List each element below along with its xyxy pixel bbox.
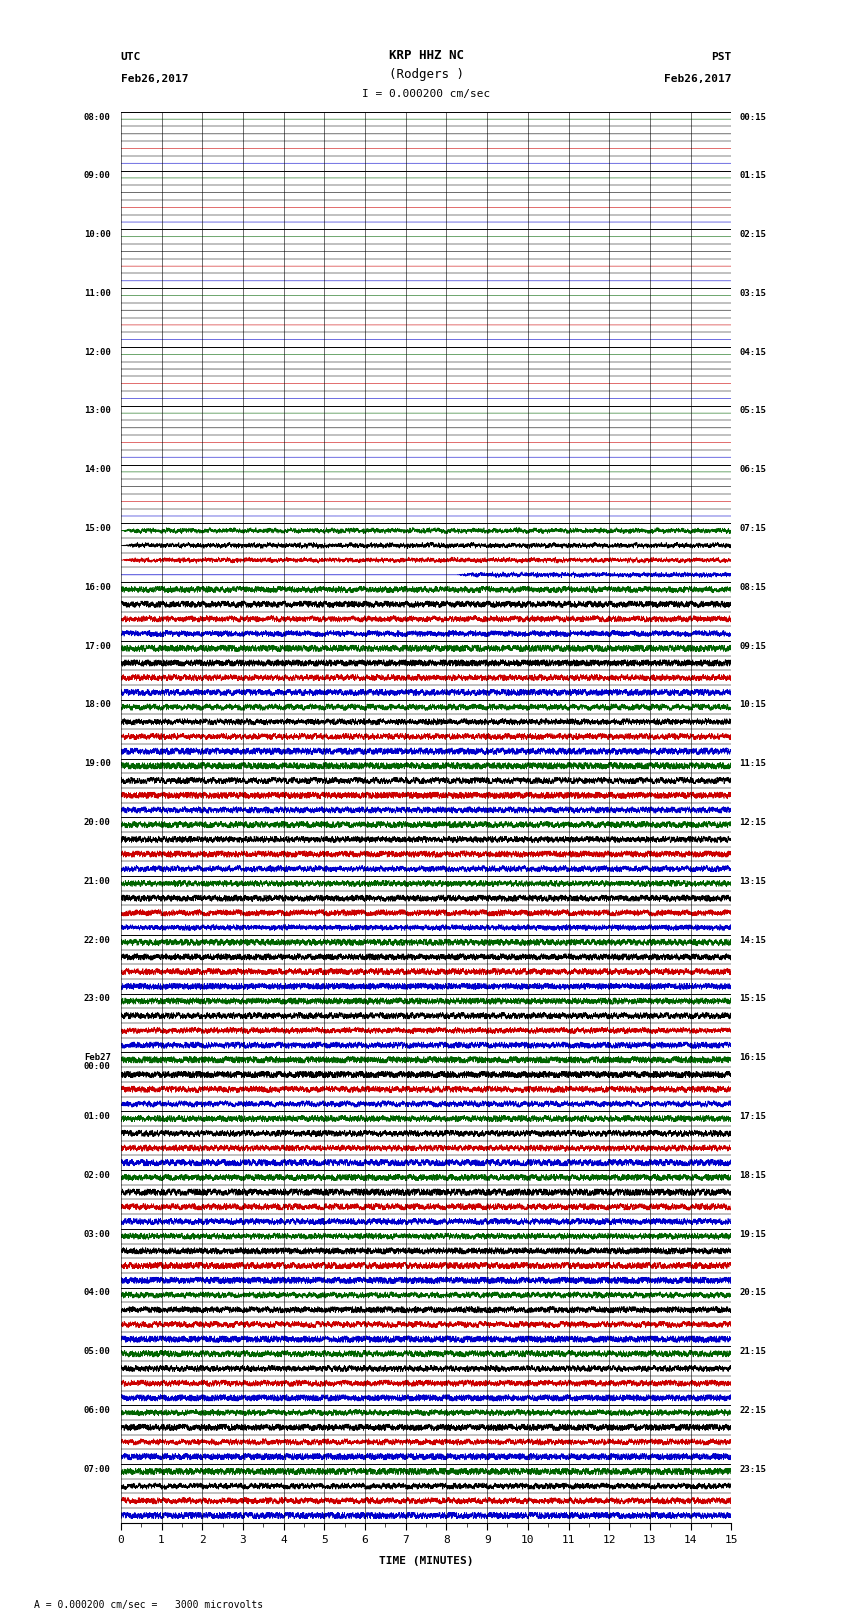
Text: 13:15: 13:15 [740, 877, 767, 886]
Text: 03:00: 03:00 [84, 1229, 110, 1239]
Text: 02:00: 02:00 [84, 1171, 110, 1179]
Text: 18:00: 18:00 [84, 700, 110, 710]
Text: 09:00: 09:00 [84, 171, 110, 181]
Text: 20:15: 20:15 [740, 1289, 767, 1297]
Text: Feb26,2017: Feb26,2017 [664, 74, 731, 84]
Text: 22:15: 22:15 [740, 1407, 767, 1415]
Text: 06:15: 06:15 [740, 465, 767, 474]
Text: 05:15: 05:15 [740, 406, 767, 416]
Text: 23:00: 23:00 [84, 995, 110, 1003]
Text: 07:00: 07:00 [84, 1465, 110, 1474]
Text: 09:15: 09:15 [740, 642, 767, 650]
Text: 21:15: 21:15 [740, 1347, 767, 1357]
Text: 04:00: 04:00 [84, 1289, 110, 1297]
Text: UTC: UTC [121, 52, 141, 63]
Text: 02:15: 02:15 [740, 231, 767, 239]
Text: 22:00: 22:00 [84, 936, 110, 945]
Text: 01:15: 01:15 [740, 171, 767, 181]
Text: 13:00: 13:00 [84, 406, 110, 416]
Text: 14:15: 14:15 [740, 936, 767, 945]
Text: 01:00: 01:00 [84, 1111, 110, 1121]
Text: 17:15: 17:15 [740, 1111, 767, 1121]
Text: A = 0.000200 cm/sec =   3000 microvolts: A = 0.000200 cm/sec = 3000 microvolts [34, 1600, 264, 1610]
Text: 10:15: 10:15 [740, 700, 767, 710]
Text: (Rodgers ): (Rodgers ) [388, 68, 463, 81]
Text: 00:15: 00:15 [740, 113, 767, 121]
Text: Feb26,2017: Feb26,2017 [121, 74, 189, 84]
Text: KRP HHZ NC: KRP HHZ NC [388, 50, 463, 63]
Text: 04:15: 04:15 [740, 348, 767, 356]
Text: 14:00: 14:00 [84, 465, 110, 474]
Text: 06:00: 06:00 [84, 1407, 110, 1415]
Text: 08:15: 08:15 [740, 582, 767, 592]
Text: 00:00: 00:00 [84, 1061, 110, 1071]
Text: I = 0.000200 cm/sec: I = 0.000200 cm/sec [362, 89, 490, 98]
Text: 16:00: 16:00 [84, 582, 110, 592]
Text: 08:00: 08:00 [84, 113, 110, 121]
Text: 16:15: 16:15 [740, 1053, 767, 1063]
Text: 23:15: 23:15 [740, 1465, 767, 1474]
Text: 15:15: 15:15 [740, 995, 767, 1003]
Text: 17:00: 17:00 [84, 642, 110, 650]
Text: 19:15: 19:15 [740, 1229, 767, 1239]
Text: 11:15: 11:15 [740, 760, 767, 768]
Text: 05:00: 05:00 [84, 1347, 110, 1357]
X-axis label: TIME (MINUTES): TIME (MINUTES) [379, 1557, 473, 1566]
Text: 15:00: 15:00 [84, 524, 110, 532]
Text: 12:00: 12:00 [84, 348, 110, 356]
Text: 18:15: 18:15 [740, 1171, 767, 1179]
Text: Feb27: Feb27 [84, 1053, 110, 1063]
Text: 03:15: 03:15 [740, 289, 767, 298]
Text: 12:15: 12:15 [740, 818, 767, 827]
Text: 20:00: 20:00 [84, 818, 110, 827]
Text: PST: PST [711, 52, 731, 63]
Text: 11:00: 11:00 [84, 289, 110, 298]
Text: 19:00: 19:00 [84, 760, 110, 768]
Text: 07:15: 07:15 [740, 524, 767, 532]
Text: 21:00: 21:00 [84, 877, 110, 886]
Text: 10:00: 10:00 [84, 231, 110, 239]
